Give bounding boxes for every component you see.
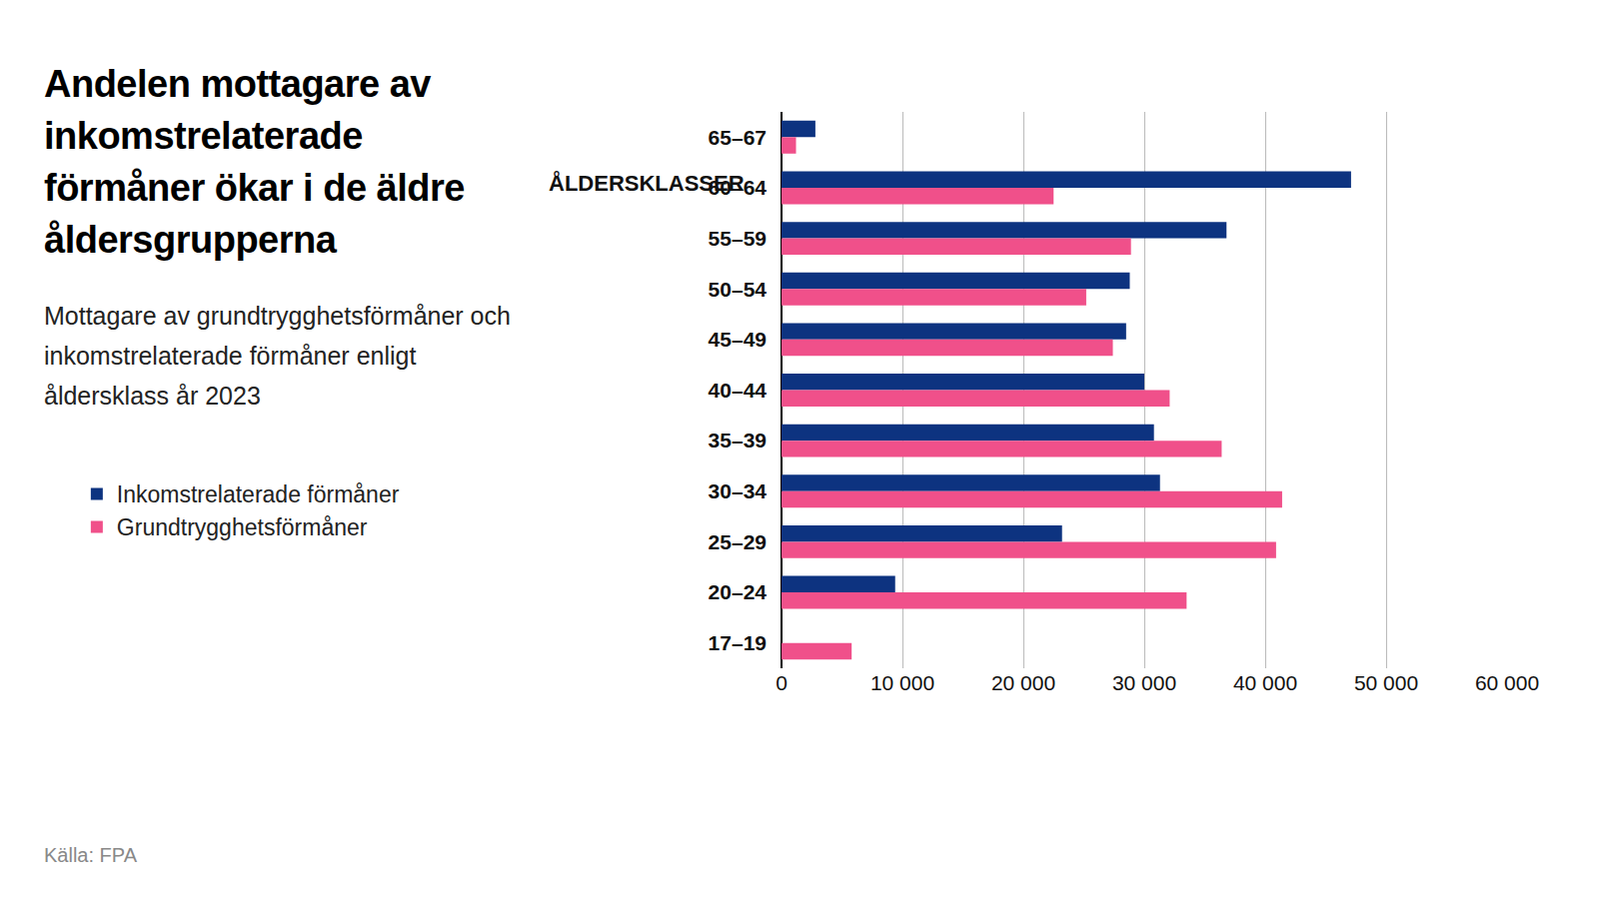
- svg-text:60–64: 60–64: [708, 175, 768, 199]
- svg-text:35–39: 35–39: [708, 428, 767, 452]
- svg-text:45–49: 45–49: [708, 327, 767, 351]
- svg-text:20–24: 20–24: [708, 580, 768, 604]
- html-text:Källa: FPA: Källa: FPA: [43, 844, 137, 867]
- svg-text:25–29: 25–29: [708, 530, 767, 554]
- svg-text:40–44: 40–44: [708, 378, 768, 402]
- svg-text:0: 0: [775, 671, 788, 695]
- svg-text:17–19: 17–19: [708, 631, 767, 655]
- svg-text:55–59: 55–59: [708, 226, 767, 250]
- svg-text:50–54: 50–54: [708, 277, 768, 301]
- svg-text:Inkomstrelaterade förmåner: Inkomstrelaterade förmåner: [116, 481, 400, 508]
- svg-text:60 000: 60 000: [1475, 671, 1540, 695]
- svg-text:Grundtrygghetsförmåner: Grundtrygghetsförmåner: [116, 514, 368, 541]
- svg-text:30–34: 30–34: [708, 479, 768, 503]
- svg-text:30 000: 30 000: [1112, 671, 1177, 695]
- svg-text:50 000: 50 000: [1354, 671, 1419, 695]
- svg-text:10 000: 10 000: [870, 671, 935, 695]
- html-text:Mottagare av grundtrygghetsför: Mottagare av grundtrygghetsförmåner och …: [43, 301, 511, 410]
- svg-text:20 000: 20 000: [991, 671, 1056, 695]
- svg-text:40 000: 40 000: [1233, 671, 1298, 695]
- html-text:Andelen mottagare av inkomstre: Andelen mottagare av inkomstrelaterade f…: [43, 62, 465, 261]
- svg-text:ÅLDERSKLASSER: ÅLDERSKLASSER: [548, 169, 745, 196]
- svg-text:65–67: 65–67: [708, 125, 767, 149]
